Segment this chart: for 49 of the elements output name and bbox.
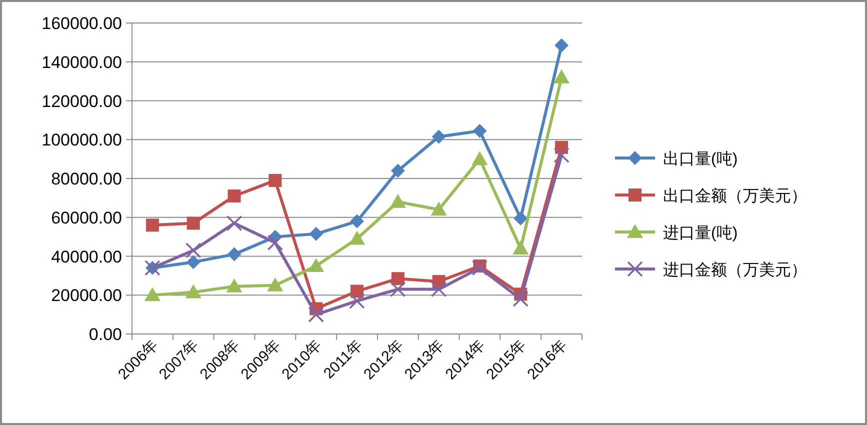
- point: [349, 230, 365, 245]
- point: [514, 211, 528, 226]
- point: [512, 240, 529, 254]
- point: [267, 277, 284, 292]
- y-tick-label: 0.00: [88, 325, 122, 344]
- point: [186, 216, 200, 230]
- point: [391, 272, 404, 286]
- point: [268, 174, 282, 187]
- y-tick-label: 20000.00: [51, 286, 122, 306]
- point: [350, 214, 364, 228]
- point: [146, 218, 159, 232]
- point: [472, 151, 488, 166]
- legend-label: 进口量(吨): [663, 224, 738, 242]
- point: [432, 130, 446, 144]
- point: [185, 242, 202, 258]
- point: [554, 147, 570, 164]
- point: [390, 194, 406, 208]
- point: [430, 202, 447, 216]
- point: [308, 306, 324, 322]
- point: [554, 69, 570, 84]
- point: [227, 247, 242, 262]
- point: [512, 291, 529, 307]
- point: [472, 260, 488, 276]
- point: [430, 281, 447, 298]
- y-tick-label: 120000.00: [42, 92, 122, 111]
- point: [390, 164, 405, 178]
- point: [308, 258, 324, 272]
- y-tick-label: 40000.00: [51, 247, 122, 266]
- point: [554, 38, 569, 52]
- point: [309, 226, 324, 241]
- point: [185, 284, 202, 298]
- legend-label: 出口金额（万美元）: [663, 187, 807, 205]
- point: [226, 215, 242, 232]
- point: [350, 284, 364, 298]
- point: [472, 124, 487, 138]
- point: [228, 189, 241, 202]
- legend-label: 出口量(吨): [663, 150, 738, 168]
- y-tick-label: 160000.00: [42, 14, 122, 33]
- point: [349, 293, 365, 309]
- y-tick-label: 100000.00: [42, 130, 122, 150]
- legend-label: 进口金额（万美元）: [663, 261, 807, 279]
- y-tick-label: 80000.00: [51, 170, 122, 188]
- point: [267, 234, 284, 251]
- point: [390, 281, 406, 298]
- point: [186, 255, 200, 270]
- y-tick-label: 60000.00: [51, 208, 122, 228]
- y-tick-label: 140000.00: [42, 52, 122, 72]
- point: [226, 278, 242, 292]
- point: [144, 287, 160, 302]
